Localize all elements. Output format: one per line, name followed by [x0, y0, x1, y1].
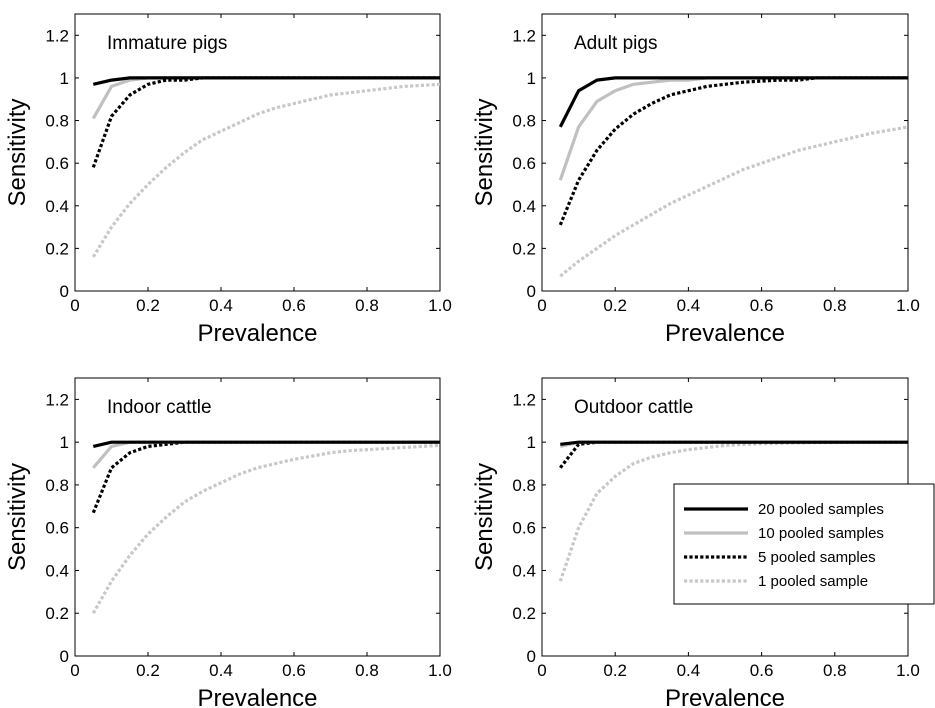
y-tick-label: 0.2 — [45, 604, 69, 623]
x-tick-label: 0.6 — [750, 661, 774, 680]
y-tick-label: 0.4 — [512, 197, 536, 216]
y-axis-label: Sensitivity — [471, 463, 498, 571]
y-tick-label: 0.6 — [45, 154, 69, 173]
y-tick-label: 0.4 — [512, 561, 536, 580]
legend-box — [673, 483, 935, 605]
y-tick-label: 0.2 — [45, 239, 69, 258]
x-tick-label: 1.0 — [896, 661, 920, 680]
series-line-1-pooled-sample — [559, 125, 909, 278]
series-line-20-pooled-samples — [558, 76, 908, 128]
series-line-5-pooled-samples — [558, 76, 908, 226]
x-tick-label: 0 — [537, 661, 546, 680]
y-tick-label: 0 — [527, 647, 536, 666]
x-tick-label: 0.6 — [750, 296, 774, 315]
y-tick-label: 0.2 — [512, 239, 536, 258]
chart-panel-outdoor-cattle: 0 0.2 0.4 0.6 0.8 1.0 0 0.2 0.4 0.6 0.8 1 1.2 Prevale… — [471, 377, 935, 708]
series-line-20-pooled-samples — [92, 440, 440, 448]
x-tick-label: 0.4 — [677, 661, 701, 680]
y-tick-label: 0.4 — [45, 197, 69, 216]
panel-title: Adult pigs — [574, 33, 657, 54]
x-tick-label: 0 — [70, 661, 79, 680]
y-tick-label: 0.8 — [512, 112, 536, 131]
x-tick-label: 0.4 — [209, 661, 233, 680]
y-tick-label: 0.8 — [512, 476, 536, 495]
series-line-20-pooled-samples — [92, 76, 440, 86]
x-axis-label: Prevalence — [197, 685, 317, 708]
x-tick-label: 0.2 — [136, 661, 160, 680]
plot-frame — [541, 13, 909, 292]
y-tick-label: 1.2 — [512, 26, 536, 45]
x-tick-label: 0.8 — [355, 296, 379, 315]
panel-title: Outdoor cattle — [574, 397, 693, 418]
x-axis-label: Prevalence — [665, 320, 785, 347]
legend-label: 5 pooled samples — [758, 549, 876, 566]
series-line-1-pooled-sample — [91, 82, 441, 258]
x-tick-label: 0.4 — [209, 296, 233, 315]
y-tick-label: 0.6 — [512, 519, 536, 538]
y-tick-label: 0.2 — [512, 604, 536, 623]
series-line-20-pooled-samples — [560, 440, 908, 446]
y-tick-label: 0 — [527, 282, 536, 301]
y-tick-label: 1 — [527, 69, 536, 88]
x-tick-label: 0 — [70, 296, 79, 315]
chart-panel-adult-pigs: 0 0.2 0.4 0.6 0.8 1.0 0 0.2 0.4 0.6 0.8 1 1.2 Prevale… — [471, 13, 920, 347]
x-tick-label: 0.2 — [136, 296, 160, 315]
x-tick-label: 0.2 — [603, 661, 627, 680]
x-tick-label: 0.2 — [603, 296, 627, 315]
y-axis-label: Sensitivity — [471, 98, 498, 206]
chart-panel-immature-pigs: 0 0.2 0.4 0.6 0.8 1.0 0 0.2 0.4 0.6 0.8 1 1.2 Prevale… — [4, 13, 452, 347]
panel-title: Immature pigs — [107, 33, 227, 54]
x-axis-label: Prevalence — [197, 320, 317, 347]
y-tick-label: 1.2 — [512, 390, 536, 409]
x-tick-label: 1.0 — [428, 296, 452, 315]
x-tick-label: 0 — [537, 296, 546, 315]
y-tick-label: 0.8 — [45, 476, 69, 495]
y-tick-label: 0 — [60, 647, 69, 666]
x-tick-label: 1.0 — [428, 661, 452, 680]
legend-label: 1 pooled sample — [758, 573, 868, 590]
series-line-10-pooled-samples — [91, 76, 440, 120]
x-tick-label: 0.8 — [823, 296, 847, 315]
x-tick-label: 0.8 — [823, 661, 847, 680]
plot-frame — [74, 377, 441, 657]
x-tick-label: 0.6 — [282, 661, 306, 680]
series-line-1-pooled-sample — [558, 440, 908, 582]
plot-frame — [74, 13, 441, 292]
x-tick-label: 1.0 — [896, 296, 920, 315]
y-tick-label: 1 — [527, 433, 536, 452]
series-line-1-pooled-sample — [91, 443, 441, 614]
y-axis-label: Sensitivity — [4, 98, 31, 206]
legend: 20 pooled samples 10 pooled samples 5 pool… — [673, 483, 935, 605]
y-tick-label: 1 — [60, 433, 69, 452]
y-tick-label: 1.2 — [45, 26, 69, 45]
series-line-5-pooled-samples — [91, 440, 440, 514]
y-tick-label: 0.8 — [45, 112, 69, 131]
series-line-10-pooled-samples — [558, 76, 908, 181]
y-tick-label: 0.4 — [45, 561, 69, 580]
y-tick-label: 1.2 — [45, 390, 69, 409]
y-tick-label: 0.6 — [512, 154, 536, 173]
y-tick-label: 0.6 — [45, 519, 69, 538]
chart-panel-indoor-cattle: 0 0.2 0.4 0.6 0.8 1.0 0 0.2 0.4 0.6 0.8 1 1.2 Prevale… — [4, 377, 452, 708]
legend-label: 20 pooled samples — [758, 501, 884, 518]
y-axis-label: Sensitivity — [4, 463, 31, 571]
panel-title: Indoor cattle — [107, 397, 212, 418]
x-tick-label: 0.6 — [282, 296, 306, 315]
x-tick-label: 0.8 — [355, 661, 379, 680]
y-tick-label: 0 — [60, 282, 69, 301]
series-line-5-pooled-samples — [91, 76, 440, 168]
x-axis-label: Prevalence — [665, 685, 785, 708]
x-tick-label: 0.4 — [677, 296, 701, 315]
y-tick-label: 1 — [60, 69, 69, 88]
legend-label: 10 pooled samples — [758, 525, 884, 542]
